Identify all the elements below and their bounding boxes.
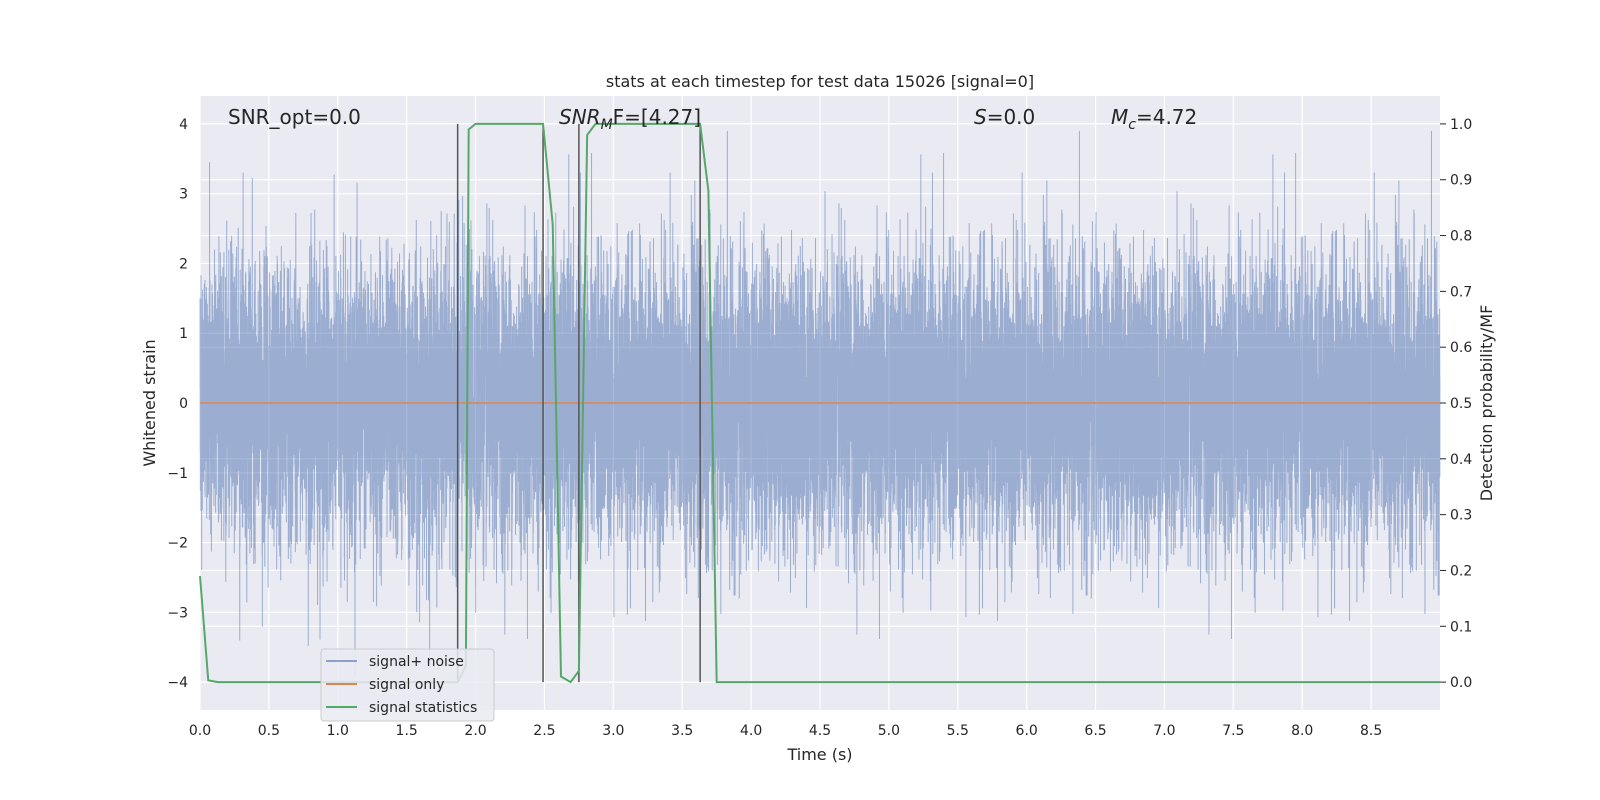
y2-tick-label: 0.3: [1450, 508, 1472, 524]
x-tick-label: 2.0: [464, 723, 486, 739]
y2-tick-label: 1.0: [1450, 117, 1472, 133]
y2-tick-label: 0.5: [1450, 396, 1472, 412]
x-tick-label: 2.5: [533, 723, 555, 739]
annotation-s-main: S: [974, 105, 987, 129]
x-tick-label: 4.0: [740, 723, 762, 739]
y-axis-ticks: −4 −3 −2 −1 0 1 2 3 4: [167, 117, 188, 691]
x-tick-label: 1.5: [396, 723, 418, 739]
annotation-mc-sub: c: [1128, 117, 1136, 133]
y2-axis-ticks: 0.0 0.1 0.2 0.3 0.4 0.5 0.6 0.7 0.8 0.9 1.0: [1440, 117, 1472, 691]
y2-tick-label: 0.9: [1450, 173, 1472, 189]
x-tick-label: 8.0: [1291, 723, 1313, 739]
y2-tick-label: 0.2: [1450, 563, 1472, 579]
x-tick-label: 3.0: [602, 723, 624, 739]
y-tick-label: −1: [167, 466, 188, 482]
x-tick-label: 0.5: [258, 723, 280, 739]
legend-label-signal-only: signal only: [369, 677, 444, 693]
vertical-lines: [456, 123, 701, 683]
annotation-s-rest: =0.0: [987, 105, 1036, 129]
legend: signal+ noise signal only signal statist…: [320, 648, 495, 722]
y-tick-label: 1: [179, 326, 188, 342]
x-tick-label: 3.5: [671, 723, 693, 739]
x-axis-ticks: 0.0 0.5 1.0 1.5 2.0 2.5 3.0 3.5 4.0 4.5 5.0 5.5 6.0 6…: [189, 723, 1382, 739]
x-tick-label: 7.0: [1153, 723, 1175, 739]
noise-series: [199, 130, 1441, 676]
x-tick-label: 7.5: [1222, 723, 1244, 739]
x-tick-label: 4.5: [809, 723, 831, 739]
annotation-s: S=0.0: [974, 105, 1035, 129]
y2-axis-label: Detection probability/MF: [1477, 305, 1496, 502]
annotation-snr-mf-main: SNR: [559, 105, 601, 129]
y-tick-label: 3: [179, 187, 188, 203]
x-tick-label: 5.0: [878, 723, 900, 739]
legend-box: [320, 648, 495, 722]
y2-tick-label: 0.7: [1450, 284, 1472, 300]
annotation-mc-rest: =4.72: [1136, 105, 1197, 129]
y-tick-label: 4: [179, 117, 188, 133]
x-axis-label: Time (s): [786, 745, 852, 764]
annotation-snr-mf: SNRMF=[4.27]: [559, 105, 701, 133]
y2-tick-label: 0.8: [1450, 229, 1472, 245]
y-tick-label: 0: [179, 396, 188, 412]
series-line-signal-noise: [199, 130, 1441, 676]
x-tick-label: 0.0: [189, 723, 211, 739]
annotation-snr-mf-rest: F=[4.27]: [613, 105, 701, 129]
y2-tick-label: 0.1: [1450, 619, 1472, 635]
y-tick-label: −2: [167, 536, 188, 552]
y-tick-label: −3: [167, 605, 188, 621]
annotation-mc-main: M: [1111, 105, 1128, 129]
y2-tick-label: 0.4: [1450, 452, 1472, 468]
y-axis-label: Whitened strain: [140, 339, 159, 466]
x-tick-label: 6.0: [1016, 723, 1038, 739]
x-tick-label: 6.5: [1084, 723, 1106, 739]
y-tick-label: 2: [179, 256, 188, 272]
x-tick-label: 5.5: [947, 723, 969, 739]
annotation-snr-opt: SNR_opt=0.0: [228, 105, 361, 129]
x-tick-label: 8.5: [1360, 723, 1382, 739]
legend-label-signal-noise: signal+ noise: [369, 654, 464, 670]
y-tick-label: −4: [167, 675, 188, 691]
y2-tick-label: 0.6: [1450, 340, 1472, 356]
annotation-snr-mf-sub: M: [601, 117, 613, 133]
annotation-mc: Mc=4.72: [1111, 105, 1197, 133]
x-tick-label: 1.0: [327, 723, 349, 739]
y2-tick-label: 0.0: [1450, 675, 1472, 691]
chart-title: stats at each timestep for test data 150…: [606, 72, 1034, 91]
legend-label-signal-statistics: signal statistics: [369, 700, 477, 716]
